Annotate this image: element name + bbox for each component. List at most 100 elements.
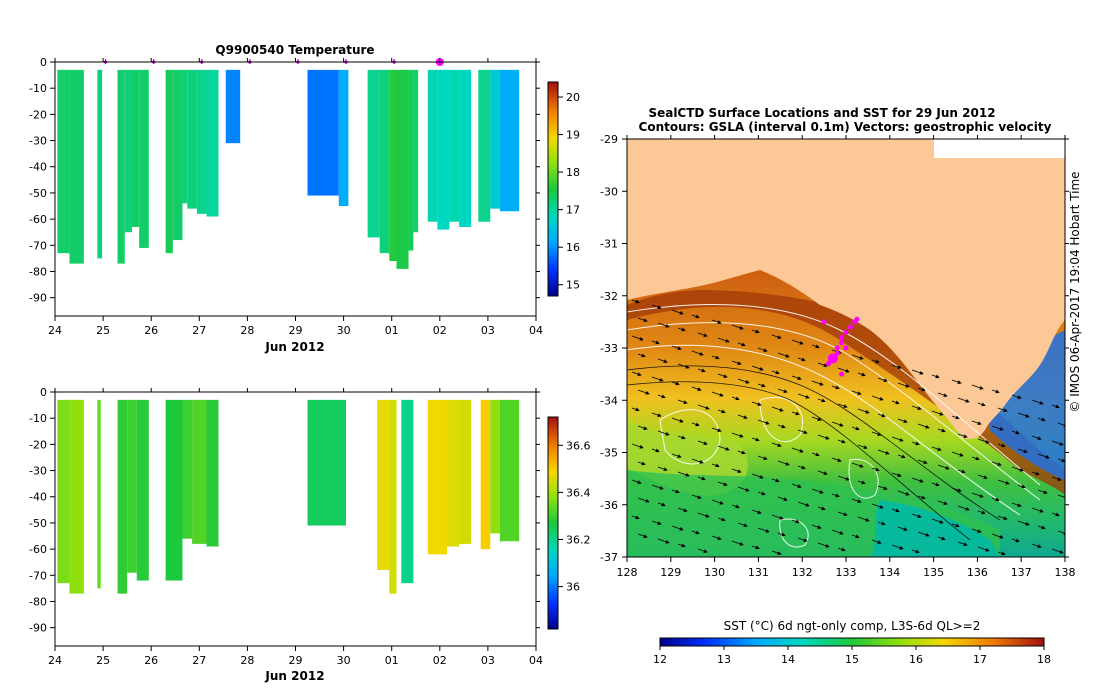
velocity-vector [1037,453,1050,459]
y-tick-label: -10 [29,412,47,425]
profile-cell [389,69,397,262]
velocity-vector [877,485,888,490]
velocity-vector [631,479,642,484]
velocity-vector [991,533,1004,539]
velocity-vector [971,528,982,533]
lon-tick-label: 136 [967,566,988,579]
sst-map-panel: SealCTD Surface Locations and SST for 29… [600,106,1075,666]
velocity-vector [731,432,744,438]
x-tick-label: 03 [481,324,495,337]
velocity-vector [971,420,982,425]
profile-cell [192,399,207,544]
velocity-vector [911,549,920,554]
seal-location [839,340,845,346]
velocity-vector [951,379,962,384]
x-tick-label: 01 [385,654,399,667]
y-tick-label: -80 [29,595,47,608]
velocity-vector [677,435,686,440]
lon-tick-label: 132 [792,566,813,579]
lon-tick-label: 128 [617,566,638,579]
velocity-vector [757,527,770,533]
velocity-vector [797,465,806,470]
seal-location [839,335,845,341]
temperature-colorbar [547,81,559,297]
velocity-vector [651,484,664,490]
profile-cell [117,69,125,264]
velocity-vector [811,488,824,494]
velocity-vector [997,479,1010,485]
profile-cell [182,399,193,539]
sst-colorbar-tick-label: 15 [845,653,859,666]
profile-cell [459,399,472,544]
profile-cell [401,399,414,584]
velocity-vector [657,394,666,399]
velocity-vector [997,443,1006,448]
velocity-vector [677,543,686,548]
colorbar-tick-label: 20 [566,91,580,104]
x-tick-label: 25 [96,324,110,337]
x-tick-label: 04 [529,324,543,337]
x-tick-label: 29 [289,324,303,337]
profile-cell [124,69,132,233]
temperature-colorbar-ticks: 15 16 17 18 19 20 [558,91,580,292]
velocity-vector [937,428,946,433]
x-tick-label: 28 [240,654,254,667]
lat-tick-label: -32 [600,290,618,303]
velocity-vector [991,389,1000,394]
velocity-vector [777,424,786,429]
velocity-vector [691,530,700,535]
velocity-vector [977,546,990,552]
velocity-vector [737,486,750,492]
profile-cell [447,399,460,547]
profile-cell [437,69,450,230]
velocity-vector [717,337,730,343]
velocity-vector [651,448,660,453]
lat-tick-label: -37 [600,551,618,564]
profile-cell [225,69,241,144]
salinity-x-label: Jun 2012 [264,669,324,683]
lon-tick-label: 129 [660,566,681,579]
velocity-vector [797,537,808,542]
velocity-vector [1031,471,1040,476]
y-tick-label: -30 [29,465,47,478]
velocity-vector [737,342,746,347]
velocity-vector [691,494,702,499]
velocity-vector [651,520,662,525]
velocity-vector [771,514,784,520]
velocity-vector [1017,484,1026,489]
profile-cell [338,69,349,207]
seal-location [827,353,838,364]
velocity-vector [957,505,970,511]
velocity-vector [837,511,848,516]
velocity-vector [877,413,886,418]
velocity-vector [911,477,924,483]
velocity-vector [731,504,740,509]
velocity-vector [771,370,780,375]
lat-tick-label: -36 [600,499,618,512]
salinity-x-axis: 24 25 26 27 28 29 30 01 02 03 04 [48,388,543,667]
velocity-vector [831,493,840,498]
velocity-vector [751,545,760,550]
temperature-x-label: Jun 2012 [264,340,324,354]
velocity-vector [997,551,1006,556]
x-tick-label: 28 [240,324,254,337]
lon-tick-label: 134 [879,566,900,579]
velocity-vector [637,497,650,503]
velocity-vector [631,335,644,341]
velocity-vector [797,393,810,399]
sst-colorbar-ticks: 12 13 14 15 16 17 18 [653,646,1051,666]
x-tick-label: 01 [385,324,399,337]
lat-tick-label: -33 [600,342,618,355]
y-tick-label: -80 [29,265,47,278]
velocity-vector [791,339,804,345]
velocity-vector [757,455,768,460]
velocity-vector [777,496,788,501]
velocity-vector [897,526,908,531]
velocity-vector [791,519,800,524]
velocity-vector [897,382,910,388]
velocity-vector [651,340,660,345]
velocity-vector [811,524,822,529]
colorbar-tick-label: 36 [566,581,580,594]
x-tick-label: 26 [144,324,158,337]
profile-cell [490,399,500,534]
